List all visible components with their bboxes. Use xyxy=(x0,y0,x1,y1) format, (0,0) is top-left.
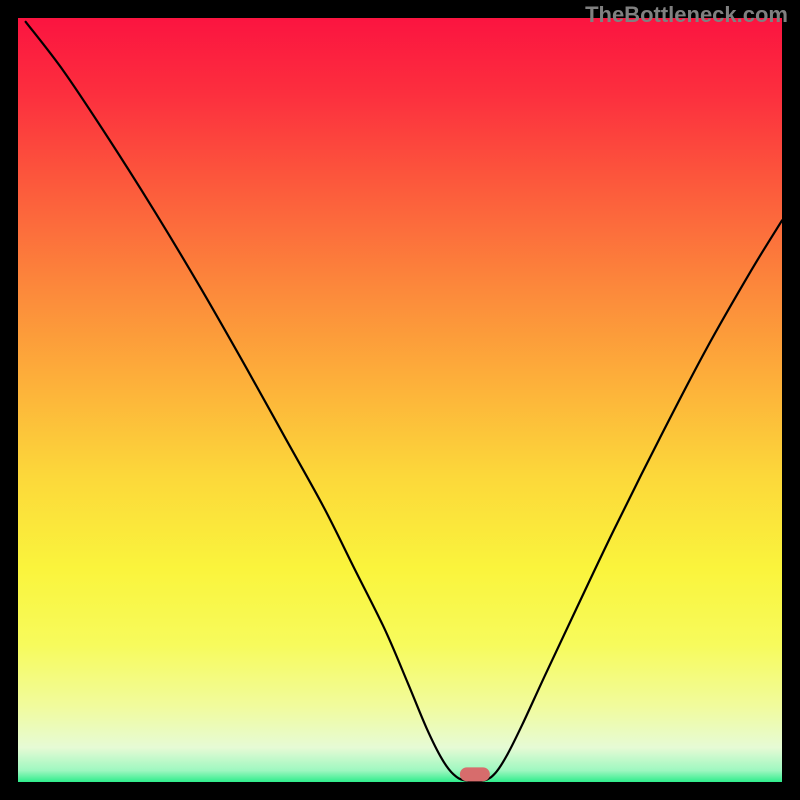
bottleneck-chart: TheBottleneck.com xyxy=(0,0,800,800)
minimum-marker xyxy=(460,767,490,781)
plot-svg xyxy=(0,0,800,800)
plot-background xyxy=(18,18,782,782)
watermark-text: TheBottleneck.com xyxy=(585,2,788,28)
